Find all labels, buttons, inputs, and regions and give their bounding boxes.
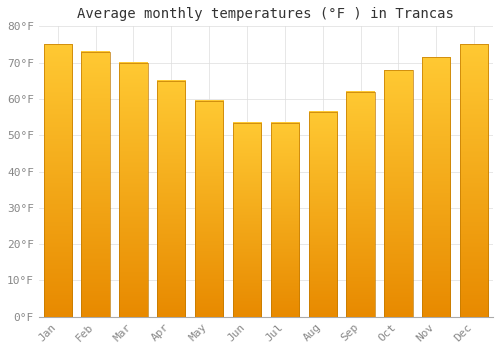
- Title: Average monthly temperatures (°F ) in Trancas: Average monthly temperatures (°F ) in Tr…: [78, 7, 454, 21]
